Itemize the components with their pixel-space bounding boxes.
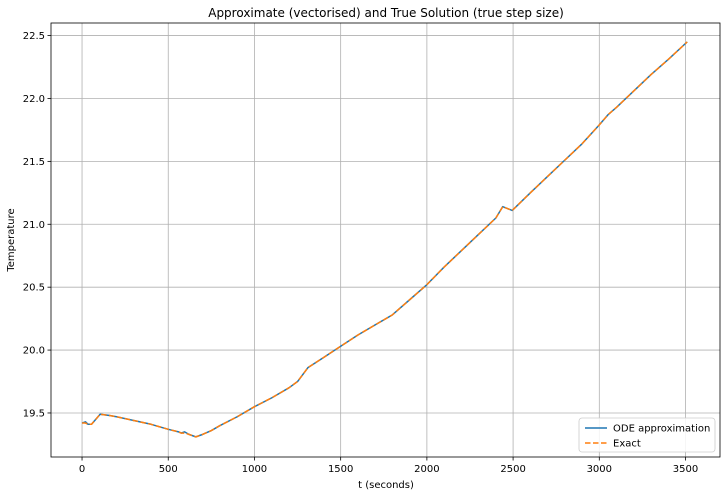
y-tick-label: 22.5 [23,31,45,42]
y-tick-label: 20.5 [23,283,45,294]
x-tick-label: 500 [159,464,178,475]
series-line-exact [82,41,688,438]
plot-lines [81,41,688,438]
y-tick-label: 20.0 [23,346,45,357]
legend-label-exact: Exact [613,439,641,450]
y-axis-label: Temperature [6,208,17,272]
series-line-ode-approximation [81,41,688,438]
y-tick-label: 21.0 [23,220,45,231]
legend-label-ode: ODE approximation [613,424,710,435]
x-tick-label: 3500 [673,464,698,475]
plot-frame [50,22,721,458]
x-tick-label: 1500 [328,464,353,475]
x-axis-label: t (seconds) [358,480,414,491]
x-tick-label: 0 [79,464,85,475]
x-tick-label: 3000 [587,464,612,475]
x-tick-label: 2000 [414,464,439,475]
grid [51,23,720,457]
y-tick-label: 19.5 [23,408,45,419]
x-axis-ticks: 0 500 1000 1500 2000 2500 3000 3500 [79,457,698,475]
x-tick-label: 2500 [500,464,525,475]
legend-box [578,417,716,453]
x-tick-label: 1000 [242,464,267,475]
legend: ODE approximation Exact [578,417,716,453]
y-tick-label: 22.0 [23,94,45,105]
y-axis-ticks: 19.5 20.0 20.5 21.0 21.5 22.0 22.5 [23,31,51,419]
y-tick-label: 21.5 [23,157,45,168]
chart-title: Approximate (vectorised) and True Soluti… [208,6,564,20]
